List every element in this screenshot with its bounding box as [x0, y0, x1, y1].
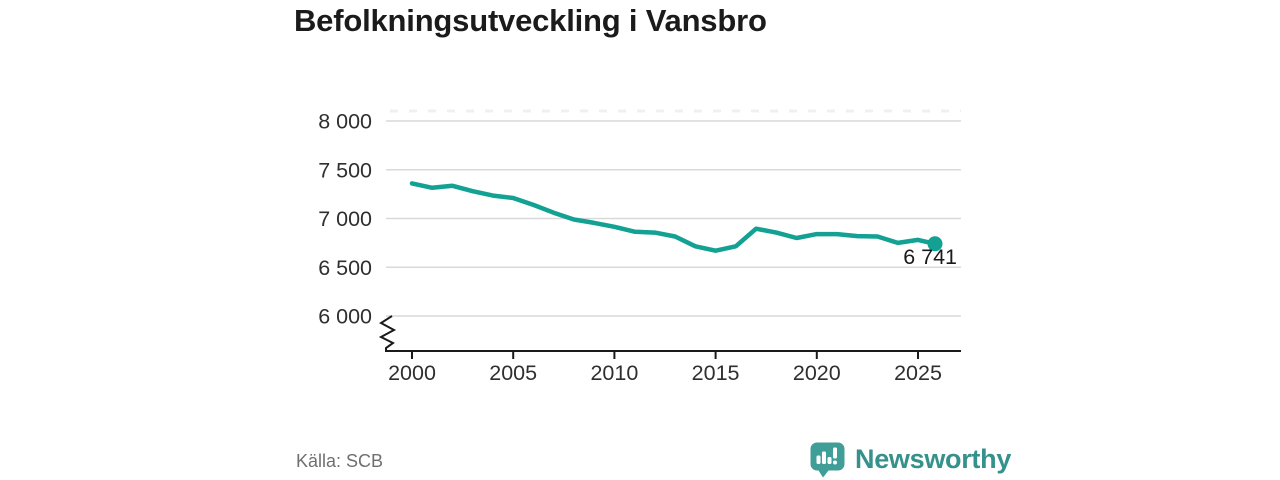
bar-3 — [827, 457, 832, 464]
exclamation-dot — [833, 460, 837, 465]
bar-2 — [822, 451, 826, 464]
y-tick-label: 7 000 — [318, 207, 372, 231]
axis-break-zigzag — [378, 315, 397, 351]
exclamation-bar — [833, 447, 837, 459]
x-tick-label: 2005 — [489, 361, 537, 385]
x-tick-label: 2015 — [692, 361, 740, 385]
population-line — [409, 181, 938, 253]
x-tick-label: 2000 — [388, 361, 436, 385]
source-note: Källa: SCB — [296, 451, 384, 471]
end-value-label: 6 741 — [903, 245, 957, 269]
x-tick-label: 2020 — [793, 361, 841, 385]
brand-logo: Newsworthy — [809, 441, 1011, 478]
y-tick-label: 6 500 — [318, 256, 372, 280]
x-tick-label: 2025 — [894, 361, 942, 385]
y-tick-label: 7 500 — [318, 158, 372, 182]
line-end-dot — [927, 236, 943, 252]
y-tick-label: 8 000 — [318, 110, 372, 134]
x-tick-label: 2010 — [590, 361, 638, 385]
newsworthy-icon — [810, 442, 845, 478]
brand-name: Newsworthy — [855, 444, 1012, 474]
bar-1 — [816, 455, 821, 464]
chart-title: Befolkningsutveckling i Vansbro — [294, 3, 767, 38]
y-tick-label: 6 000 — [318, 305, 372, 329]
